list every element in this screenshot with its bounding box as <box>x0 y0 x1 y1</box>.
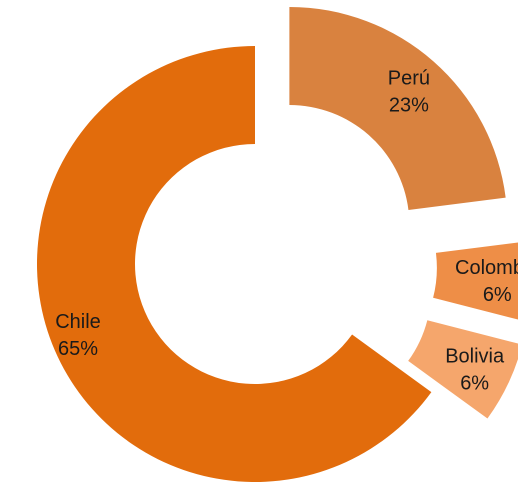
slice-percent-colombia: 6% <box>483 284 512 306</box>
slice-bolivia <box>408 320 518 418</box>
slice-name-bolivia: Bolivia <box>445 345 505 367</box>
slice-name-peru: Perú <box>388 67 430 89</box>
slice-name-chile: Chile <box>55 311 101 333</box>
slice-percent-bolivia: 6% <box>460 372 489 394</box>
slice-percent-chile: 65% <box>58 338 98 360</box>
slice-percent-peru: 23% <box>389 94 429 116</box>
slice-name-colombia: Colombia <box>455 257 518 279</box>
slice-colombia <box>433 241 518 323</box>
donut-slices <box>37 7 518 482</box>
